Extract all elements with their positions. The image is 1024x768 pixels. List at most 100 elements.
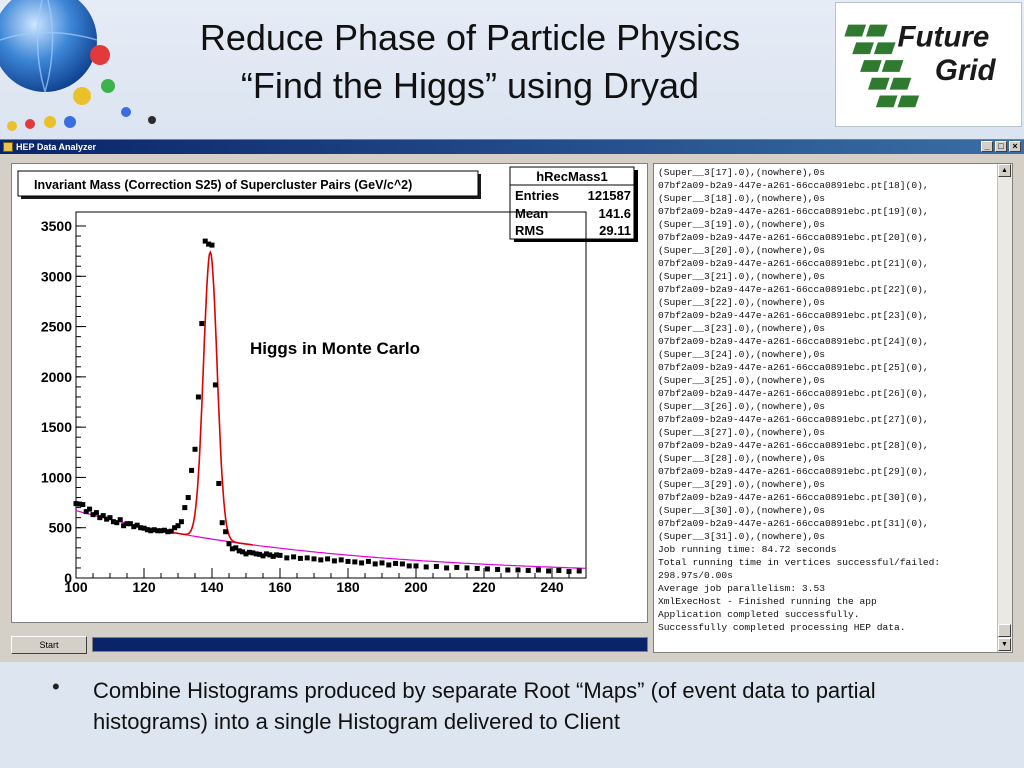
data-point [318, 557, 324, 563]
title-line-1: Reduce Phase of Particle Physics [199, 17, 741, 58]
data-point [134, 522, 140, 528]
log-scrollbar[interactable]: ▲ ▼ [997, 164, 1012, 652]
y-tick-label: 2000 [41, 369, 72, 385]
data-point [243, 551, 249, 557]
app-icon [3, 142, 13, 152]
y-tick-label: 1000 [41, 469, 72, 485]
scroll-thumb[interactable] [998, 624, 1011, 637]
data-point [556, 567, 562, 573]
y-tick-label: 2500 [41, 319, 72, 335]
x-tick-label: 220 [472, 579, 496, 595]
data-point [566, 568, 572, 574]
data-point [474, 565, 480, 571]
hep-window: HEP Data Analyzer _ □ × Invariant Mass (… [0, 139, 1024, 662]
data-point [199, 321, 205, 327]
x-tick-label: 240 [540, 579, 564, 595]
data-point [444, 565, 450, 571]
histogram-chart: Invariant Mass (Correction S25) of Super… [17, 166, 638, 595]
data-point [195, 394, 201, 400]
stats-rms-value: 29.11 [599, 223, 631, 238]
logo-text-future: Future [898, 20, 990, 53]
data-point [274, 552, 280, 558]
data-point [158, 528, 164, 534]
data-point [372, 561, 378, 567]
data-point [379, 560, 385, 566]
background-fit-line [75, 510, 587, 569]
data-point [484, 566, 490, 572]
data-point [202, 238, 208, 244]
data-point [406, 563, 412, 569]
plot-frame [75, 211, 587, 579]
scroll-up-arrow-icon[interactable]: ▲ [998, 164, 1011, 177]
data-point [433, 563, 439, 569]
data-point [93, 510, 99, 516]
start-button[interactable]: Start [11, 636, 87, 654]
data-point [189, 467, 195, 473]
minimize-button[interactable]: _ [981, 141, 993, 152]
y-tick-label: 0 [64, 570, 72, 586]
x-tick-label: 120 [132, 579, 156, 595]
data-point [107, 515, 113, 521]
data-point [311, 556, 317, 562]
data-point [138, 525, 144, 531]
data-point [331, 558, 337, 564]
data-point [325, 556, 331, 562]
maximize-button[interactable]: □ [995, 141, 1007, 152]
futuregrid-logo: Future Grid [835, 2, 1022, 127]
x-tick-label: 140 [200, 579, 224, 595]
window-titlebar[interactable]: HEP Data Analyzer _ □ × [0, 140, 1024, 154]
data-point [546, 568, 552, 574]
data-point [124, 521, 130, 527]
y-tick-label: 1500 [41, 419, 72, 435]
data-point [423, 564, 429, 570]
data-point [185, 495, 191, 501]
data-point [291, 554, 297, 560]
bullet-marker: • [52, 674, 60, 699]
data-point [454, 564, 460, 570]
data-point [216, 480, 222, 486]
stats-mean-value: 141.6 [598, 206, 631, 221]
data-point [104, 516, 110, 522]
data-point [229, 546, 235, 552]
data-point [131, 524, 137, 530]
data-point [73, 501, 79, 507]
stats-entries-label: Entries [515, 188, 559, 203]
data-point [121, 523, 127, 529]
x-tick-label: 200 [404, 579, 428, 595]
data-point [297, 555, 303, 561]
data-point [209, 242, 215, 248]
data-point [97, 515, 103, 521]
progress-bar [92, 637, 648, 652]
stats-box: hRecMass1 Entries 121587 Mean 141.6 RMS … [509, 166, 638, 242]
data-point [525, 567, 531, 573]
x-tick-label: 180 [336, 579, 360, 595]
data-point [144, 527, 150, 533]
data-point [87, 506, 93, 512]
data-point [127, 521, 133, 527]
scroll-down-arrow-icon[interactable]: ▼ [998, 638, 1011, 651]
data-point [226, 541, 232, 547]
stats-mean-label: Mean [515, 206, 548, 221]
data-point [83, 509, 89, 515]
data-point [535, 567, 541, 573]
data-point [576, 568, 582, 574]
slide-header: Reduce Phase of Particle Physics “Find t… [0, 0, 1024, 138]
data-point [284, 555, 290, 561]
data-point [352, 559, 358, 565]
close-button[interactable]: × [1009, 141, 1021, 152]
data-point [338, 557, 344, 563]
data-point [399, 561, 405, 567]
data-point [172, 525, 178, 531]
data-point [168, 528, 174, 534]
x-tick-label: 160 [268, 579, 292, 595]
data-point [141, 525, 147, 531]
data-point [80, 502, 86, 508]
slide-body: • Combine Histograms produced by separat… [0, 662, 1024, 768]
data-point [386, 562, 392, 568]
y-tick-label: 500 [49, 520, 73, 536]
log-panel[interactable]: (Super__3[17].0),(nowhere),0s 07bf2a09-b… [653, 163, 1013, 653]
logo-text-grid: Grid [935, 54, 997, 87]
data-point [263, 551, 269, 557]
histogram-panel: Invariant Mass (Correction S25) of Super… [11, 163, 648, 623]
data-point [212, 382, 218, 388]
